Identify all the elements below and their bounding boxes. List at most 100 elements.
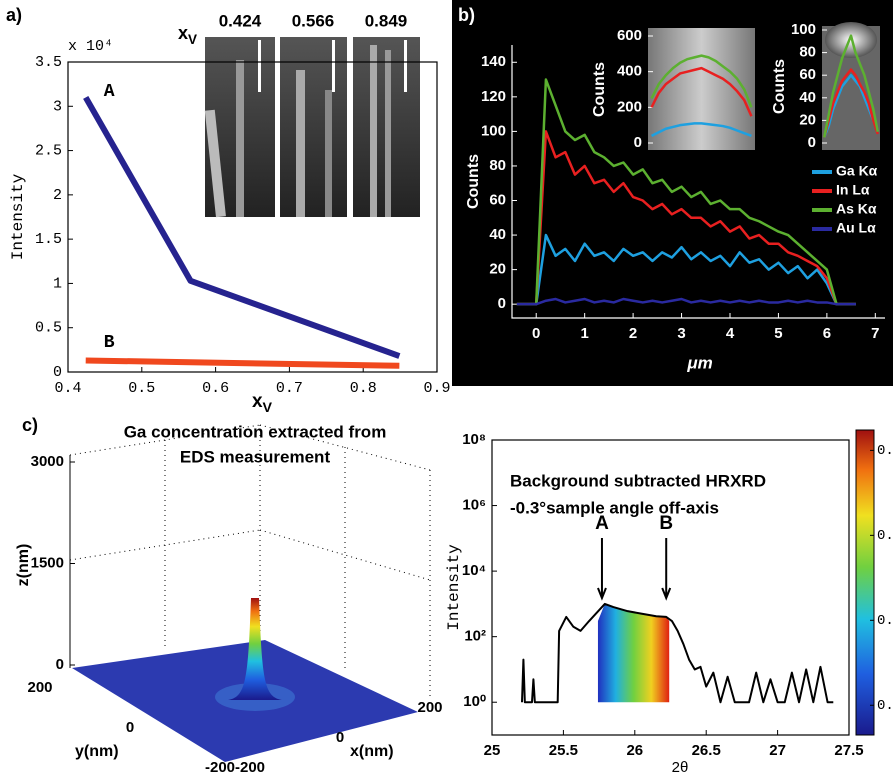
chart-title: Ga concentration extracted from <box>124 422 387 441</box>
colorbar-tick-label: 0.2 <box>877 698 893 714</box>
chart-title: Background subtracted HRXRD <box>510 471 766 490</box>
z-tick-label: 0 <box>56 656 64 673</box>
x-tick-label: 6 <box>823 325 831 342</box>
y-tick-label: 100 <box>791 21 816 38</box>
x-tick-label: 200 <box>417 699 442 716</box>
panel-label: a) <box>6 5 22 25</box>
y-tick-label: 0.5 <box>35 320 62 337</box>
x-axis-label-main: x <box>252 391 263 412</box>
nanowire <box>370 45 377 217</box>
y-axis-label: Counts <box>465 154 482 209</box>
z-axis-label: z(nm) <box>15 544 32 587</box>
annotation-arrow <box>661 538 672 601</box>
colorbar-tick-label: 0.4 <box>877 528 893 544</box>
grid-3d <box>69 424 261 456</box>
annotation: A <box>595 513 609 534</box>
y-tick-label: 3.5 <box>35 54 62 71</box>
x-tick-label: 0.8 <box>350 380 377 397</box>
x-axis-label: x(nm) <box>350 743 394 760</box>
y-tick-label: 0 <box>126 719 134 736</box>
y-tick-label: 80 <box>489 157 506 174</box>
x-tick-label: 26.5 <box>692 742 721 759</box>
x-tick-label: 5 <box>774 325 782 342</box>
y-tick-label: 600 <box>617 27 642 44</box>
sem-images <box>204 37 420 218</box>
plot-frame <box>67 61 438 373</box>
series-line <box>85 357 400 369</box>
x-tick-label: 0 <box>336 729 344 746</box>
scale-bar <box>332 40 335 92</box>
y-tick-label: 2 <box>53 187 62 204</box>
y-axis-label: y(nm) <box>75 743 119 760</box>
series-line <box>516 78 856 306</box>
y-tick-label: 0 <box>634 134 642 151</box>
inset-label: xV <box>178 23 197 47</box>
series-line <box>516 297 856 306</box>
chart-title: -0.3°sample angle off-axis <box>510 498 719 517</box>
nanowire <box>236 60 244 217</box>
x-tick-label: 0.5 <box>128 380 155 397</box>
x-tick-label: 25.5 <box>549 742 578 759</box>
y-axis-label: Intensity <box>9 173 27 260</box>
y-tick-label: 200 <box>617 98 642 115</box>
x-axis-label: 2θ <box>672 759 689 776</box>
y-tick-label: 20 <box>799 111 816 128</box>
y-tick-label: 140 <box>481 53 506 70</box>
x-tick-label: 27 <box>769 742 786 759</box>
annotation: B <box>659 513 673 534</box>
z-tick-label: 3000 <box>31 453 64 470</box>
y-tick-label: 40 <box>799 89 816 106</box>
scale-bar <box>258 40 261 92</box>
colorbar-tick-label: 0.5 <box>877 443 893 459</box>
series-line <box>650 66 753 117</box>
inset-value: 0.566 <box>292 11 335 30</box>
y-tick-label: 10⁰ <box>463 693 486 710</box>
x-tick-label: 1 <box>580 325 588 342</box>
series-line <box>651 122 752 138</box>
x-axis-label: μm <box>686 353 712 372</box>
nanowire <box>204 109 226 218</box>
y-tick-label: 2.5 <box>35 143 62 160</box>
y-tick-label: 3 <box>53 98 62 115</box>
x-tick-label: 2 <box>629 325 637 342</box>
y-tick-label: 60 <box>799 66 816 83</box>
series-line <box>516 130 856 306</box>
y-tick-label: 200 <box>27 679 52 696</box>
series-label: A <box>104 82 115 102</box>
x-axis-label-sub: V <box>263 400 273 416</box>
y-tick-label: 60 <box>489 191 506 208</box>
series-line <box>650 54 753 108</box>
x-tick-label: -200 <box>235 759 265 776</box>
series-label: B <box>104 333 115 353</box>
x-tick-label: 26 <box>626 742 643 759</box>
inset-label-main: x <box>178 23 188 43</box>
inset-value: 0.849 <box>365 11 408 30</box>
legend-label: As Kα <box>836 201 877 217</box>
nanowire <box>385 50 391 217</box>
nanowire <box>296 70 305 217</box>
sem-image <box>280 37 347 217</box>
legend-label: Ga Kα <box>836 163 878 179</box>
y-tick-label: 10⁸ <box>462 431 486 448</box>
inset-label-sub: V <box>188 32 197 47</box>
surface-peak <box>228 598 282 700</box>
y-tick-label: 0 <box>53 364 62 381</box>
x-tick-label: 27.5 <box>834 742 863 759</box>
gradient-fill <box>597 603 670 703</box>
x-tick-label: 25 <box>484 742 501 759</box>
colorbar-tick-label: 0.3 <box>877 613 893 629</box>
y-axis-label: Counts <box>771 59 788 114</box>
x-tick-label: 0.4 <box>54 380 81 397</box>
x-tick-label: 0.7 <box>276 380 303 397</box>
nanowire <box>325 90 332 217</box>
y-tick-label: 0 <box>498 295 506 312</box>
colorbar <box>855 429 875 736</box>
y-tick-label: 100 <box>481 122 506 139</box>
plot-frame <box>491 439 850 736</box>
y-tick-label: 10² <box>464 628 486 645</box>
y-tick-label: 10⁴ <box>462 562 486 579</box>
y-tick-label: 80 <box>799 44 816 61</box>
series-line <box>823 34 879 138</box>
x-axis-label: xV <box>252 391 273 416</box>
series-line <box>520 602 834 704</box>
